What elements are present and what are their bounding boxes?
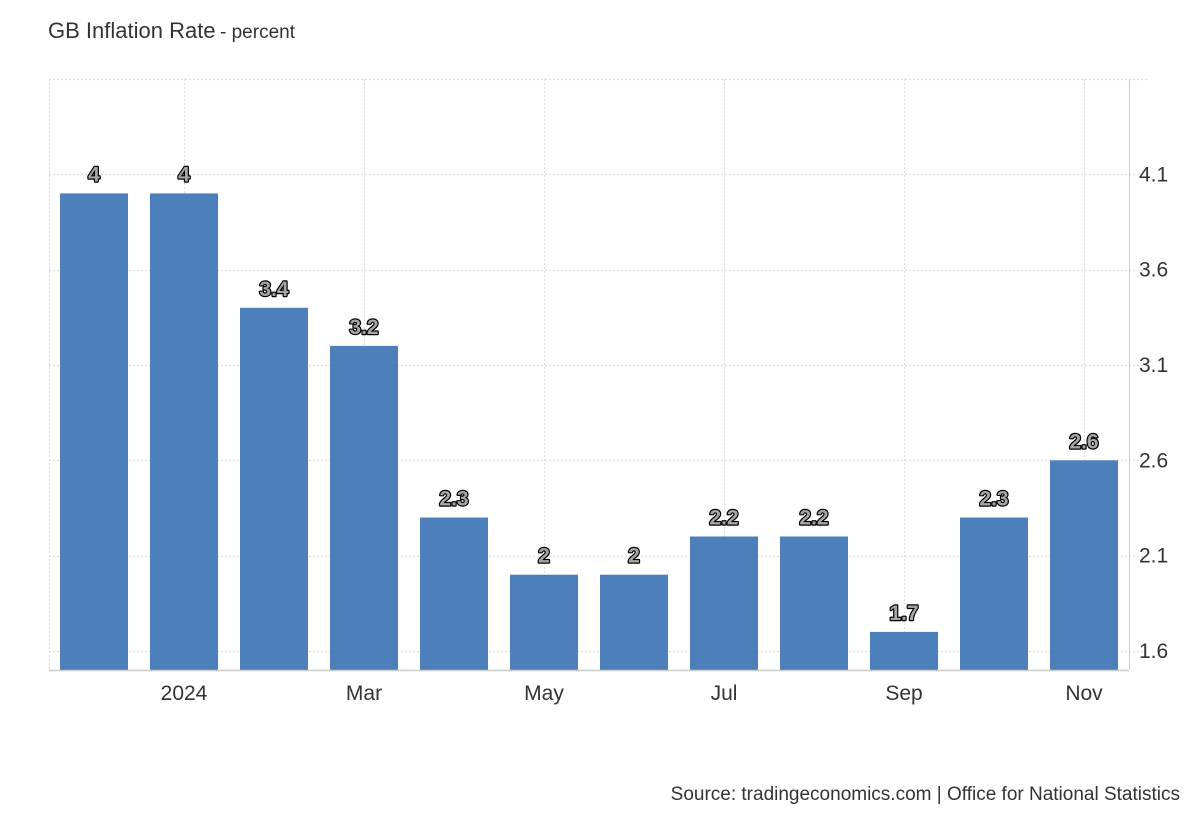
x-tick-label: 2024 bbox=[161, 682, 208, 705]
data-label: 1.7 bbox=[889, 602, 918, 625]
data-label: 2 bbox=[538, 545, 550, 568]
chart-subtitle: - percent bbox=[220, 22, 295, 43]
y-tick-label: 2.1 bbox=[1139, 545, 1168, 568]
data-label: 4 bbox=[88, 163, 100, 186]
y-tick-label: 1.6 bbox=[1139, 640, 1168, 663]
x-tick-label: May bbox=[524, 682, 564, 705]
data-label-layer: 4 4 3.4 3.2 2.3 2 2 2.2 2.2 1.7 2.3 2.6 bbox=[87, 162, 1100, 626]
bar-layer bbox=[60, 193, 1118, 670]
chart-header: GB Inflation Rate - percent bbox=[48, 18, 295, 44]
bar[interactable] bbox=[600, 574, 668, 670]
bar[interactable] bbox=[780, 536, 848, 671]
y-tick-label: 3.6 bbox=[1139, 259, 1168, 282]
bar[interactable] bbox=[510, 574, 578, 670]
bar[interactable] bbox=[690, 536, 758, 671]
source-note: Source: tradingeconomics.com | Office fo… bbox=[670, 784, 1180, 805]
y-tick-label: 3.1 bbox=[1139, 354, 1168, 377]
y-tick-label: 4.1 bbox=[1139, 163, 1168, 186]
axis-layer: 2024 Mar May Jul Sep Nov 1.6 2.1 2.6 3.1 3.6 4.1 bbox=[49, 79, 1168, 705]
data-label: 2.3 bbox=[979, 488, 1008, 511]
data-label: 2 bbox=[628, 545, 640, 568]
bar[interactable] bbox=[870, 631, 938, 670]
x-tick-label: Jul bbox=[711, 682, 738, 705]
y-tick-label: 2.6 bbox=[1139, 449, 1168, 472]
data-label: 2.6 bbox=[1069, 430, 1098, 453]
data-label: 2.3 bbox=[439, 488, 468, 511]
bar[interactable] bbox=[960, 517, 1028, 671]
bar[interactable] bbox=[420, 517, 488, 671]
data-label: 2.2 bbox=[799, 507, 828, 530]
x-tick-label: Nov bbox=[1065, 682, 1103, 705]
data-label: 3.2 bbox=[349, 316, 378, 339]
bar[interactable] bbox=[60, 193, 128, 670]
x-tick-label: Mar bbox=[346, 682, 382, 705]
data-label: 3.4 bbox=[259, 278, 289, 301]
chart-title: GB Inflation Rate bbox=[48, 18, 216, 43]
bar[interactable] bbox=[330, 345, 398, 670]
bar[interactable] bbox=[240, 307, 308, 670]
data-label: 2.2 bbox=[709, 507, 738, 530]
x-tick-label: Sep bbox=[885, 682, 922, 705]
bar[interactable] bbox=[150, 193, 218, 670]
data-label: 4 bbox=[178, 163, 190, 186]
bar[interactable] bbox=[1050, 460, 1118, 670]
